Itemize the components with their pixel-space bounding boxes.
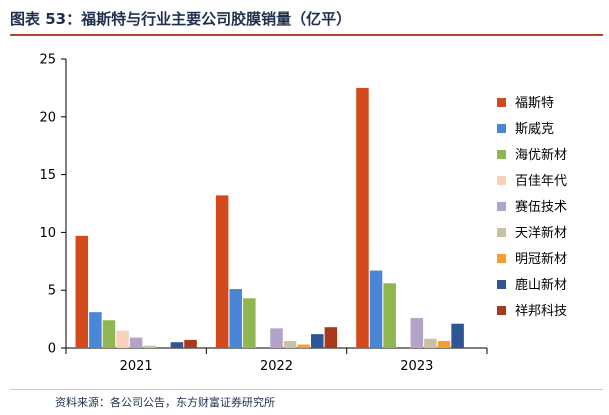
legend-swatch xyxy=(497,280,506,289)
bar xyxy=(116,330,129,348)
bar xyxy=(356,87,369,349)
legend-label: 斯威克 xyxy=(515,122,554,137)
x-tick-label: 2021 xyxy=(120,359,153,374)
legend-swatch xyxy=(497,98,506,107)
bar xyxy=(75,235,89,348)
bar xyxy=(184,339,197,348)
legend-label: 明冠新材 xyxy=(515,251,567,267)
legend-label: 海优新材 xyxy=(515,147,567,163)
legend-label: 鹿山新材 xyxy=(515,277,567,293)
bar xyxy=(311,334,324,348)
y-tick-label: 0 xyxy=(48,342,56,357)
x-axis: 2021 2022 2023 xyxy=(65,347,488,374)
legend-swatch xyxy=(497,254,506,263)
title-divider xyxy=(10,34,603,36)
bar xyxy=(215,195,229,348)
legend-label: 赛伍技术 xyxy=(515,199,567,215)
bar xyxy=(324,327,338,348)
y-axis: 0 5 10 15 20 25 xyxy=(39,53,67,357)
bar xyxy=(102,320,116,348)
source-divider xyxy=(10,389,603,390)
y-tick-label: 20 xyxy=(39,110,56,125)
bar xyxy=(297,344,310,348)
bar xyxy=(270,328,283,348)
legend-swatch xyxy=(497,124,506,133)
legend-swatch xyxy=(497,228,506,237)
bar xyxy=(243,298,256,348)
bar xyxy=(89,312,102,348)
legend-swatch xyxy=(497,150,506,159)
y-tick-label: 15 xyxy=(39,168,56,183)
bar xyxy=(369,270,383,348)
legend-swatch xyxy=(497,202,506,211)
y-tick-label: 5 xyxy=(48,284,56,299)
bars xyxy=(75,87,464,349)
legend-label: 天洋新材 xyxy=(515,225,567,241)
legend-swatch xyxy=(497,176,506,185)
source-note: 资料来源：各公司公告，东方财富证券研究所 xyxy=(55,396,275,409)
legend-label: 祥邦科技 xyxy=(515,304,567,319)
bar xyxy=(170,342,184,348)
bar xyxy=(424,338,437,348)
bar xyxy=(143,345,157,348)
bar xyxy=(229,289,242,348)
y-tick-label: 10 xyxy=(39,226,56,241)
bar xyxy=(129,337,143,348)
legend-label: 福斯特 xyxy=(515,96,554,111)
bar xyxy=(451,323,464,348)
chart-title: 图表 53：福斯特与行业主要公司胶膜销量（亿平） xyxy=(10,10,352,28)
y-tick-label: 25 xyxy=(39,53,56,68)
bar xyxy=(437,341,451,348)
x-tick-label: 2022 xyxy=(260,359,293,374)
legend-swatch xyxy=(497,306,506,315)
legend-label: 百佳年代 xyxy=(515,174,567,189)
x-tick-label: 2023 xyxy=(400,359,433,374)
bar xyxy=(383,283,396,348)
bar xyxy=(410,317,424,348)
bar xyxy=(283,341,297,348)
